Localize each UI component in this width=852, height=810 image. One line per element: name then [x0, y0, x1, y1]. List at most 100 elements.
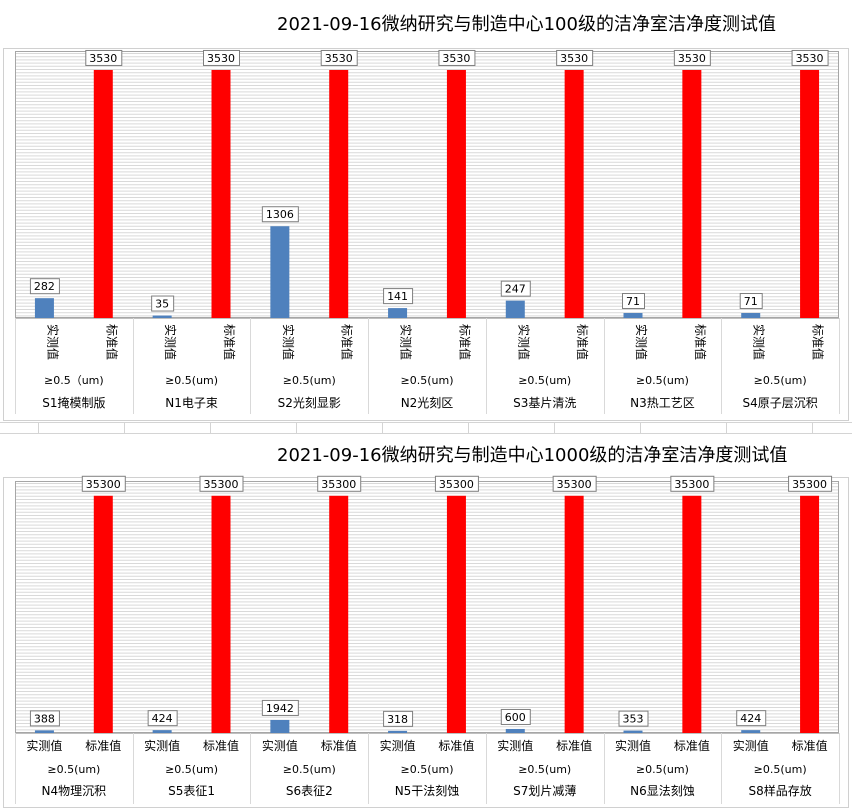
- bar-standard: [564, 69, 584, 318]
- bar-standard: [93, 495, 113, 733]
- data-label-box: [739, 293, 763, 310]
- data-label-box: [199, 475, 244, 492]
- series-label-measured: 实测值: [380, 738, 416, 753]
- category-label: S2光刻显影: [278, 396, 341, 410]
- group-label: ≥0.5(um): [401, 763, 454, 776]
- series-label-measured: 实测值: [399, 324, 414, 360]
- bar-measured: [388, 308, 408, 318]
- series-label-standard: 标准值: [556, 738, 592, 753]
- group-label: ≥0.5(um): [401, 374, 454, 387]
- data-label: 247: [505, 283, 526, 296]
- series-label-measured: 实测值: [144, 738, 180, 753]
- data-label: 35300: [86, 478, 121, 491]
- data-label: 71: [744, 295, 758, 308]
- data-label: 3530: [325, 52, 353, 65]
- series-label-measured: 实测值: [163, 324, 178, 360]
- bar-measured: [34, 730, 54, 733]
- data-label: 424: [152, 712, 173, 725]
- chart-title-class-1000: 2021-09-16微纳研究与制造中心1000级的洁净室洁净度测试值: [277, 445, 788, 466]
- group-label: ≥0.5(um): [165, 374, 218, 387]
- data-label-box: [736, 710, 767, 727]
- category-label: N6显法刻蚀: [630, 784, 695, 798]
- data-label: 35300: [674, 478, 709, 491]
- group-label: ≥0.5(um): [47, 763, 100, 776]
- data-label: 3530: [89, 52, 117, 65]
- data-label: 3530: [207, 52, 235, 65]
- data-label-box: [434, 475, 479, 492]
- data-label: 1942: [266, 702, 294, 715]
- data-label-box: [500, 280, 531, 297]
- data-label-box: [261, 206, 299, 223]
- data-label: 3530: [560, 52, 588, 65]
- group-label: ≥0.5(um): [636, 374, 689, 387]
- bar-measured: [623, 730, 643, 733]
- data-label: 35300: [557, 478, 592, 491]
- series-label-standard: 标准值: [104, 324, 119, 360]
- bar-measured: [623, 313, 643, 318]
- data-label-box: [320, 49, 358, 66]
- chart-panel-class-1000: 2021-09-16微纳研究与制造中心1000级的洁净室洁净度测试值 388 实测…: [0, 434, 852, 810]
- series-label-standard: 标准值: [85, 738, 121, 753]
- category-label: N2光刻区: [401, 396, 454, 410]
- bar-measured: [505, 300, 525, 318]
- category-label: S3基片清洗: [513, 396, 576, 410]
- category-label: S7划片减薄: [513, 783, 576, 798]
- series-label-measured: 实测值: [281, 324, 296, 360]
- category-label: N3热工艺区: [630, 396, 695, 410]
- bar-measured: [741, 730, 761, 733]
- data-label-box: [261, 699, 299, 716]
- series-label-standard: 标准值: [811, 324, 826, 360]
- data-label: 35300: [792, 478, 827, 491]
- series-label-measured: 实测值: [26, 738, 62, 753]
- data-label: 282: [34, 280, 55, 293]
- chart-panel-class-100: 2021-09-16微纳研究与制造中心100级的洁净室洁净度测试值 282 实测值…: [3, 14, 849, 421]
- data-label-box: [556, 49, 594, 66]
- series-label-standard: 标准值: [222, 324, 237, 360]
- series-label-standard: 标准值: [340, 324, 355, 360]
- series-label-measured: 实测值: [45, 324, 60, 360]
- data-label-box: [383, 710, 414, 727]
- bar-measured: [270, 226, 290, 318]
- data-label-box: [203, 49, 240, 66]
- data-label-box: [438, 49, 476, 66]
- group-label: ≥0.5(um): [754, 763, 807, 776]
- data-label-box: [622, 293, 645, 310]
- data-label-box: [673, 49, 711, 66]
- data-label-box: [147, 710, 178, 727]
- spreadsheet-gridlines: [0, 422, 852, 434]
- bar-standard: [93, 69, 113, 318]
- bar-measured: [34, 298, 54, 318]
- data-label-box: [791, 49, 829, 66]
- bar-standard: [211, 69, 231, 318]
- chart-title-class-100: 2021-09-16微纳研究与制造中心100级的洁净室洁净度测试值: [277, 14, 776, 35]
- series-label-standard: 标准值: [693, 324, 708, 360]
- bar-measured: [270, 719, 290, 733]
- bar-measured: [505, 728, 525, 733]
- data-label: 600: [505, 711, 526, 724]
- data-label: 3530: [678, 52, 706, 65]
- bar-standard: [682, 69, 702, 318]
- series-label-measured: 实测值: [262, 738, 298, 753]
- bar-standard: [211, 495, 231, 733]
- category-label: N5干法刻蚀: [395, 784, 460, 798]
- data-label-box: [670, 475, 715, 492]
- plot-border: [15, 481, 839, 733]
- group-label: ≥0.5(um): [518, 374, 571, 387]
- data-label: 3530: [796, 52, 824, 65]
- group-label: ≥0.5(um): [636, 763, 689, 776]
- data-label-box: [29, 278, 60, 295]
- bar-measured: [152, 730, 172, 733]
- series-label-measured: 实测值: [615, 738, 651, 753]
- category-label: N4物理沉积: [42, 784, 107, 798]
- series-label-standard: 标准值: [674, 738, 710, 753]
- category-label: S1掩模制版: [42, 396, 105, 410]
- data-label: 35300: [321, 478, 356, 491]
- series-label-measured: 实测值: [497, 738, 533, 753]
- bar-standard: [800, 69, 820, 318]
- bar-standard: [682, 495, 702, 733]
- series-label-measured: 实测值: [516, 324, 531, 360]
- bar-standard: [800, 495, 820, 733]
- data-label-box: [552, 475, 597, 492]
- data-label-box: [788, 475, 833, 492]
- group-label: ≥0.5(um): [754, 374, 807, 387]
